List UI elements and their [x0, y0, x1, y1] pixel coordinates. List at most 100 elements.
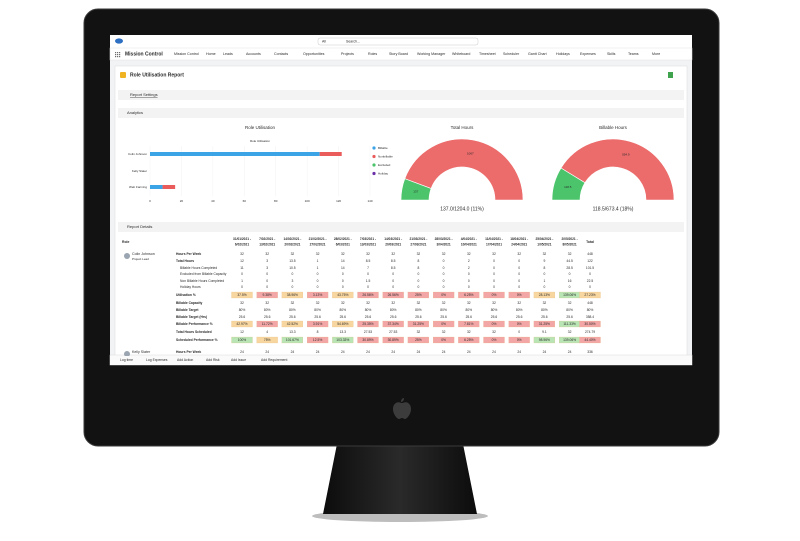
- cell-value: 27.53: [364, 330, 372, 334]
- nav-tab[interactable]: Leads: [223, 52, 233, 56]
- nav-tab[interactable]: Home: [206, 52, 216, 56]
- row-label: Billable Target: [176, 308, 199, 312]
- cell-value: 0: [342, 272, 344, 276]
- column-to: 13/02/2021: [259, 242, 275, 246]
- cell-value: 0: [543, 272, 545, 276]
- nav-tab[interactable]: Teams: [628, 52, 639, 56]
- search-box[interactable]: [317, 37, 479, 46]
- nav-tab[interactable]: Projects: [341, 52, 354, 56]
- nav-tab[interactable]: Scheduler: [503, 52, 520, 56]
- cell-value: 0: [291, 285, 293, 289]
- cell-value: 80%: [566, 308, 573, 312]
- cell-value: 0: [543, 285, 545, 289]
- cell-value: 25%: [415, 338, 422, 342]
- cell-value: 0: [493, 279, 495, 283]
- utility-item[interactable]: Log Expenses: [146, 358, 168, 362]
- column-from: 28/03/2021 -: [435, 237, 453, 241]
- column-to: 27/02/2021: [310, 242, 326, 246]
- utility-item[interactable]: Add Action: [177, 358, 193, 362]
- nav-tab[interactable]: Expenses: [580, 52, 596, 56]
- cell-value: 24: [316, 350, 320, 354]
- cell-value: 25.6: [264, 315, 271, 319]
- content: All Search... Mission Control Mission Contr…: [110, 39, 692, 365]
- nav-tab[interactable]: Mission Control: [174, 52, 199, 56]
- cell-value: 80%: [390, 308, 397, 312]
- cell-highlight: [533, 320, 556, 328]
- cell-value: 32: [291, 301, 295, 305]
- details-bar[interactable]: [118, 222, 684, 232]
- cell-value: 2: [468, 259, 470, 263]
- cell-value: 32: [291, 252, 295, 256]
- cell-value: 10.5: [289, 266, 296, 270]
- settings-bar[interactable]: [118, 90, 684, 100]
- cell-value: 32: [492, 330, 496, 334]
- nav-tab[interactable]: Accounts: [246, 52, 261, 56]
- cell-value: 80%: [440, 308, 447, 312]
- search-scope: All: [322, 39, 326, 43]
- cell-value: 14: [341, 266, 345, 270]
- cell-highlight: [357, 336, 379, 344]
- utility-item[interactable]: Add Issue: [231, 358, 246, 362]
- cell-value: 80%: [541, 308, 548, 312]
- cell-value: 0: [518, 259, 520, 263]
- nav-tab[interactable]: Contacts: [274, 52, 288, 56]
- cell-value: 0: [443, 266, 445, 270]
- nav-tab[interactable]: Working Manager: [417, 52, 446, 56]
- person-name: Colin Johnson: [132, 252, 155, 256]
- utility-item[interactable]: Log time: [120, 358, 133, 362]
- export-icon[interactable]: [668, 72, 673, 78]
- cell-value: 24: [366, 350, 370, 354]
- nav-tab[interactable]: Holidays: [556, 52, 570, 56]
- bar-segment: [150, 152, 320, 156]
- analytics-bar[interactable]: [118, 108, 684, 118]
- nav-tab[interactable]: More: [652, 52, 660, 56]
- row-label: Hours Per Week: [176, 350, 201, 354]
- cell-value: 80%: [587, 308, 594, 312]
- avatar: [124, 351, 130, 357]
- column-from: 4/04/2021 -: [461, 237, 477, 241]
- cell-value: 32: [543, 301, 547, 305]
- row-label: Billable Hours Completed: [180, 266, 217, 270]
- cell-value: 7: [367, 266, 369, 270]
- cell-value: 0: [417, 285, 419, 289]
- x-tick-label: 140: [367, 199, 372, 203]
- cell-highlight: [483, 320, 505, 328]
- donut-value-label: 1067: [467, 152, 474, 156]
- report-settings[interactable]: Report Settings: [130, 92, 158, 97]
- cell-value: 0: [317, 272, 319, 276]
- cell-value: 0: [589, 272, 591, 276]
- cell-value: 25.6: [314, 315, 321, 319]
- cell-highlight: [256, 291, 278, 299]
- cell-highlight: [382, 336, 404, 344]
- app-launcher[interactable]: [115, 52, 121, 58]
- nav-tab[interactable]: Gantt Chart: [528, 52, 547, 56]
- cell-value: 32: [568, 330, 572, 334]
- cell-value: 80%: [289, 308, 296, 312]
- cell-value: 0: [317, 285, 319, 289]
- category-label: Web Farming: [129, 185, 147, 189]
- utility-item[interactable]: Add Risk: [206, 358, 220, 362]
- cell-value: 0: [367, 272, 369, 276]
- utility-item[interactable]: Add Requirement: [261, 358, 287, 362]
- nav-tab[interactable]: Roles: [368, 52, 377, 56]
- cell-value: 28.5: [566, 266, 573, 270]
- cell-value: 32: [568, 301, 572, 305]
- cell-value: 0%: [517, 338, 522, 342]
- cell-value: 25%: [415, 293, 422, 297]
- nav-tab[interactable]: Whiteboard: [452, 52, 470, 56]
- nav-tab[interactable]: Story Board: [389, 52, 408, 56]
- nav-tab[interactable]: Skills: [607, 52, 616, 56]
- row-label: Non Billable Hours Completed: [180, 279, 224, 283]
- nav-tab[interactable]: Timesheet: [479, 52, 496, 56]
- cell-value: 31.25%: [539, 322, 550, 326]
- column-to: 17/04/2021: [486, 242, 502, 246]
- x-tick-label: 100: [305, 199, 310, 203]
- nav-tab[interactable]: Opportunities: [303, 52, 325, 56]
- cell-value: 16: [568, 279, 572, 283]
- cell-value: 448: [587, 301, 593, 305]
- cell-value: 2: [468, 266, 470, 270]
- cell-highlight: [357, 291, 379, 299]
- cell-value: 0: [392, 279, 394, 283]
- cell-value: 32: [467, 301, 471, 305]
